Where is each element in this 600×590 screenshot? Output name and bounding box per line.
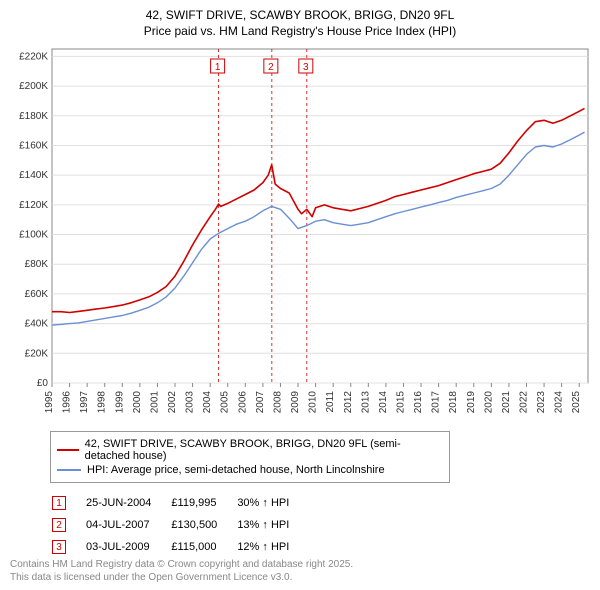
svg-text:2001: 2001 bbox=[149, 391, 160, 414]
svg-text:£40K: £40K bbox=[25, 319, 49, 330]
svg-text:£200K: £200K bbox=[19, 81, 48, 92]
svg-text:2012: 2012 bbox=[343, 391, 354, 414]
chart-plot: £0 £20K £40K £60K £80K £100K £120K £140K £160K £1… bbox=[10, 43, 590, 423]
legend-swatch-red bbox=[57, 449, 79, 451]
svg-text:£100K: £100K bbox=[19, 230, 48, 241]
footer-line-2: This data is licensed under the Open Gov… bbox=[10, 571, 353, 584]
svg-text:£20K: £20K bbox=[25, 348, 49, 359]
marker-row: 2 04-JUL-2007£130,50013% ↑ HPI bbox=[52, 515, 307, 535]
svg-text:1996: 1996 bbox=[62, 391, 73, 414]
marker-box-icon: 3 bbox=[52, 540, 66, 554]
svg-text:£160K: £160K bbox=[19, 141, 48, 152]
marker-date: 25-JUN-2004 bbox=[86, 493, 169, 513]
marker-box-icon: 1 bbox=[52, 496, 66, 510]
svg-text:2000: 2000 bbox=[132, 391, 143, 414]
markers-table: 1 25-JUN-2004£119,99530% ↑ HPI 2 04-JUL-200… bbox=[50, 491, 309, 559]
svg-text:2024: 2024 bbox=[554, 391, 565, 414]
svg-text:2016: 2016 bbox=[413, 391, 424, 414]
marker-price: £115,000 bbox=[171, 537, 235, 557]
marker-num-cell: 1 bbox=[52, 493, 84, 513]
legend-swatch-blue bbox=[57, 469, 81, 471]
svg-text:2013: 2013 bbox=[360, 391, 371, 414]
svg-text:2003: 2003 bbox=[185, 391, 196, 414]
svg-text:1: 1 bbox=[215, 62, 221, 73]
marker-num-cell: 3 bbox=[52, 537, 84, 557]
legend-label-blue: HPI: Average price, semi-detached house,… bbox=[87, 464, 385, 476]
marker-price: £130,500 bbox=[171, 515, 235, 535]
svg-text:£60K: £60K bbox=[25, 289, 49, 300]
svg-text:1999: 1999 bbox=[114, 391, 125, 414]
svg-text:1997: 1997 bbox=[79, 391, 90, 414]
svg-text:2022: 2022 bbox=[518, 391, 529, 414]
footer-line-1: Contains HM Land Registry data © Crown c… bbox=[10, 558, 353, 571]
marker-pct: 30% ↑ HPI bbox=[237, 493, 307, 513]
svg-text:2008: 2008 bbox=[272, 391, 283, 414]
legend: 42, SWIFT DRIVE, SCAWBY BROOK, BRIGG, DN… bbox=[50, 431, 450, 483]
marker-pct: 12% ↑ HPI bbox=[237, 537, 307, 557]
svg-text:1995: 1995 bbox=[44, 391, 55, 414]
marker-price: £119,995 bbox=[171, 493, 235, 513]
svg-text:2021: 2021 bbox=[501, 391, 512, 414]
svg-text:1998: 1998 bbox=[97, 391, 108, 414]
title-line-2: Price paid vs. HM Land Registry's House … bbox=[10, 24, 590, 40]
svg-text:2004: 2004 bbox=[202, 391, 213, 414]
svg-text:£220K: £220K bbox=[19, 52, 48, 63]
marker-row: 1 25-JUN-2004£119,99530% ↑ HPI bbox=[52, 493, 307, 513]
svg-text:2015: 2015 bbox=[395, 391, 406, 414]
title-line-1: 42, SWIFT DRIVE, SCAWBY BROOK, BRIGG, DN… bbox=[10, 8, 590, 24]
svg-text:£0: £0 bbox=[37, 378, 49, 389]
svg-text:2010: 2010 bbox=[308, 391, 319, 414]
marker-pct: 13% ↑ HPI bbox=[237, 515, 307, 535]
svg-text:2025: 2025 bbox=[571, 391, 582, 414]
svg-text:2019: 2019 bbox=[466, 391, 477, 414]
svg-text:2005: 2005 bbox=[220, 391, 231, 414]
svg-text:£80K: £80K bbox=[25, 259, 49, 270]
svg-text:2009: 2009 bbox=[290, 391, 301, 414]
svg-text:2002: 2002 bbox=[167, 391, 178, 414]
marker-date: 04-JUL-2007 bbox=[86, 515, 169, 535]
chart-container: 42, SWIFT DRIVE, SCAWBY BROOK, BRIGG, DN… bbox=[0, 0, 600, 590]
legend-item-blue: HPI: Average price, semi-detached house,… bbox=[57, 464, 443, 476]
svg-text:2017: 2017 bbox=[431, 391, 442, 414]
svg-text:2014: 2014 bbox=[378, 391, 389, 414]
marker-box-icon: 2 bbox=[52, 518, 66, 532]
svg-text:2018: 2018 bbox=[448, 391, 459, 414]
chart-svg: £0 £20K £40K £60K £80K £100K £120K £140K £160K £1… bbox=[10, 43, 590, 423]
svg-text:£180K: £180K bbox=[19, 111, 48, 122]
svg-text:3: 3 bbox=[303, 62, 309, 73]
marker-date: 03-JUL-2009 bbox=[86, 537, 169, 557]
svg-text:2007: 2007 bbox=[255, 391, 266, 414]
svg-text:2020: 2020 bbox=[483, 391, 494, 414]
chart-title: 42, SWIFT DRIVE, SCAWBY BROOK, BRIGG, DN… bbox=[10, 8, 590, 39]
legend-item-red: 42, SWIFT DRIVE, SCAWBY BROOK, BRIGG, DN… bbox=[57, 438, 443, 462]
marker-num-cell: 2 bbox=[52, 515, 84, 535]
svg-text:2011: 2011 bbox=[325, 391, 336, 413]
svg-text:2: 2 bbox=[268, 62, 274, 73]
legend-label-red: 42, SWIFT DRIVE, SCAWBY BROOK, BRIGG, DN… bbox=[85, 438, 443, 462]
footer-attribution: Contains HM Land Registry data © Crown c… bbox=[10, 558, 353, 584]
svg-text:2023: 2023 bbox=[536, 391, 547, 414]
svg-text:£140K: £140K bbox=[19, 170, 48, 181]
marker-row: 3 03-JUL-2009£115,00012% ↑ HPI bbox=[52, 537, 307, 557]
svg-text:2006: 2006 bbox=[237, 391, 248, 414]
svg-text:£120K: £120K bbox=[19, 200, 48, 211]
